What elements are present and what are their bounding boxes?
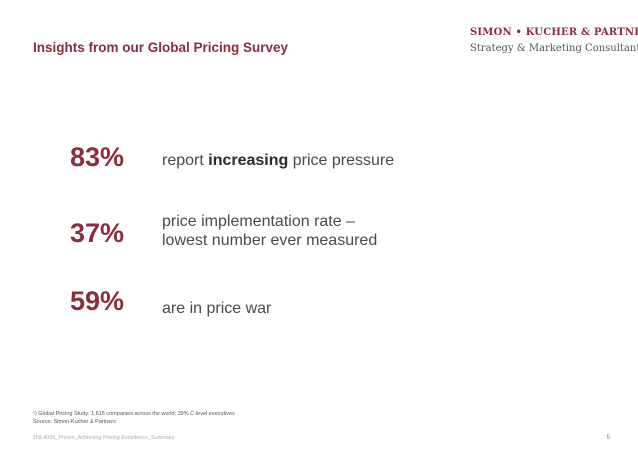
company-logo: SIMON • KUCHER & PARTNERS Strategy & Mar…: [470, 27, 638, 63]
stat-desc-line-1: price implementation rate –: [162, 213, 355, 230]
page-number: 5: [606, 435, 610, 441]
logo-name: SIMON • KUCHER & PARTNERS: [470, 27, 638, 38]
stat-desc-after: price pressure: [288, 152, 395, 169]
stat-desc-line-2: lowest number ever measured: [162, 232, 378, 249]
stat-description: price implementation rate – lowest numbe…: [162, 212, 377, 250]
slide-title: Insights from our Global Pricing Survey: [33, 40, 289, 55]
stat-description: are in price war: [162, 300, 272, 317]
stat-desc-before: report: [162, 152, 209, 169]
stat-value: 59%: [70, 286, 125, 316]
stat-description: report increasing price pressure: [162, 151, 394, 170]
stat-value: 37%: [70, 218, 125, 248]
stat-desc-bold: increasing: [208, 152, 289, 169]
file-reference: 1NL4005_Presrn_Achieving Pricing Excelle…: [33, 435, 175, 441]
footnote-line-1: ¹) Global Pricing Study: 1,615 companies…: [33, 411, 235, 417]
footnote: ¹) Global Pricing Study: 1,615 companies…: [33, 411, 235, 426]
footnote-line-2: Source: Simon-Kucher & Partners: [33, 418, 116, 425]
logo-tagline: Strategy & Marketing Consultants: [470, 43, 638, 54]
stat-value: 83%: [70, 142, 125, 172]
